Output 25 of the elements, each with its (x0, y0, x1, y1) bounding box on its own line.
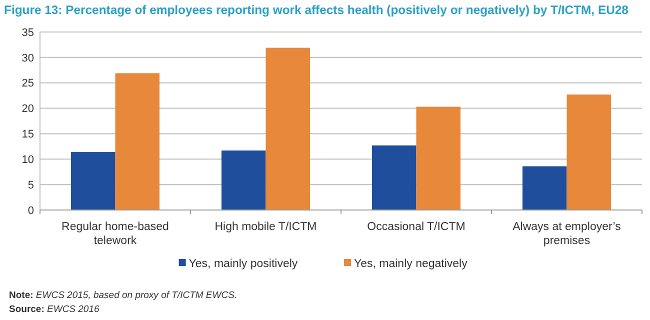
y-tick-label: 5 (28, 179, 34, 192)
y-tick-label: 0 (28, 204, 34, 217)
y-tick-label: 25 (22, 78, 34, 90)
y-tick-label: 15 (22, 128, 34, 141)
y-tick-label: 20 (22, 103, 34, 116)
x-tick-label: Always at employer’s premises (512, 221, 622, 247)
legend-label: Yes, mainly positively (188, 258, 298, 270)
y-tick-label: 30 (22, 52, 34, 64)
x-tick-label: Regular home-based telework (62, 221, 169, 247)
bar (566, 94, 612, 210)
text: Note: EWCS 2015, based on proxy of T/ICTM EWCS. (9, 290, 238, 301)
y-tick-label: 10 (22, 154, 34, 166)
bar (266, 48, 310, 210)
bar (221, 150, 266, 210)
chart-title: Figure 13: Percentage of employees reporting work affects health (positively or negatively) by T/ICTM, EU28 (4, 3, 629, 17)
x-tick-label: High mobile T/ICTM (214, 221, 317, 233)
source-note: Source: EWCS 2016 (9, 304, 100, 315)
legend-label: Yes, mainly negatively (354, 258, 468, 270)
bar (522, 166, 567, 210)
x-tick-label: Occasional T/ICTM (367, 221, 466, 233)
bar (70, 152, 116, 210)
bar (115, 73, 160, 210)
bar (372, 145, 416, 210)
y-tick-label: 35 (22, 26, 34, 39)
bar (416, 106, 461, 210)
